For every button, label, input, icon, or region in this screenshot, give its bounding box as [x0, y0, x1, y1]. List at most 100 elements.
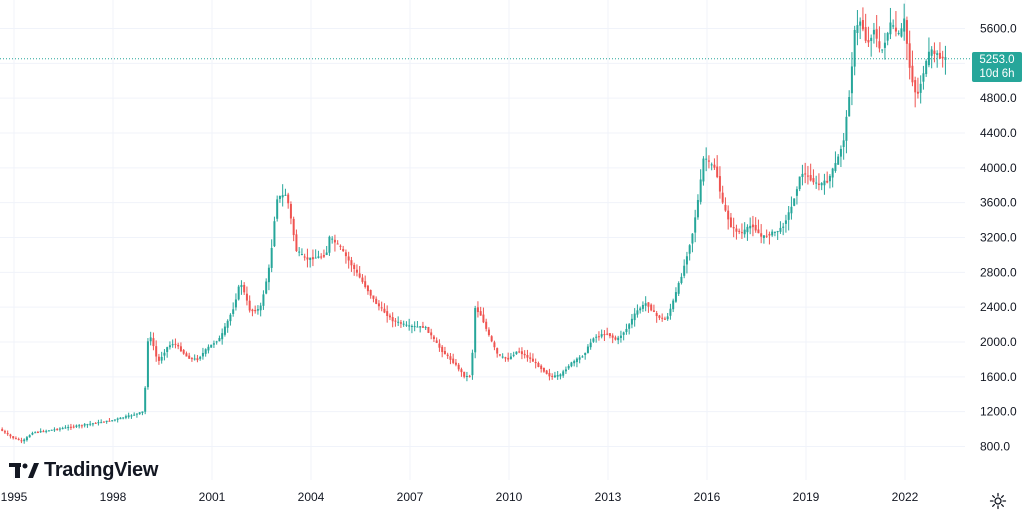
- candle-body: [724, 204, 727, 211]
- candle-body: [243, 284, 246, 293]
- candle-body: [372, 295, 375, 299]
- candle-body: [432, 336, 435, 340]
- candle-body: [531, 358, 534, 362]
- candle-body: [760, 233, 763, 237]
- candle-body: [193, 358, 196, 360]
- candle-body: [600, 334, 603, 337]
- candle-body: [787, 212, 790, 220]
- candle-body: [812, 178, 815, 183]
- candle-body: [124, 416, 127, 418]
- candle-body: [633, 313, 636, 321]
- candle-body: [518, 351, 521, 353]
- tradingview-logo-icon: [8, 460, 40, 480]
- candle-body: [278, 196, 281, 199]
- candle-body: [743, 229, 746, 235]
- candle-body: [232, 309, 235, 314]
- candle-body: [325, 252, 328, 255]
- candle-body: [133, 414, 136, 416]
- candle-body: [361, 277, 364, 282]
- candle-body: [856, 25, 859, 33]
- candle-body: [100, 422, 103, 424]
- candle-body: [809, 175, 812, 181]
- candle-body: [452, 358, 455, 363]
- y-tick-label: 1200.0: [980, 405, 1017, 419]
- x-axis: 1995 1998 2001 2004 2007 2010 2013 2016 2019 2022: [1, 490, 919, 504]
- candle-body: [570, 362, 573, 367]
- candle-body: [674, 292, 677, 302]
- candle-body: [223, 326, 226, 335]
- candle-body: [295, 234, 298, 252]
- candle-body: [438, 343, 441, 348]
- candle-body: [919, 83, 922, 93]
- candle-body: [58, 428, 61, 430]
- candle-body: [336, 243, 339, 245]
- candle-body: [471, 352, 474, 376]
- candle-body: [729, 217, 732, 228]
- candle-body: [259, 305, 262, 311]
- candle-body: [498, 354, 501, 356]
- candle-body: [201, 352, 204, 357]
- candle-body: [826, 180, 829, 183]
- candle-body: [207, 346, 210, 351]
- candle-body: [212, 343, 215, 345]
- candle-body: [845, 116, 848, 141]
- candle-body: [168, 345, 171, 348]
- candle-body: [267, 267, 270, 283]
- y-axis: 800.0 1200.0 1600.0 2000.0 2400.0 2800.0 3200.…: [980, 22, 1017, 454]
- candle-body: [449, 356, 452, 360]
- candle-body: [377, 303, 380, 307]
- candle-body: [804, 173, 807, 175]
- candle-body: [229, 314, 232, 322]
- candle-body: [685, 256, 688, 265]
- candle-body: [779, 227, 782, 232]
- candle-body: [9, 434, 12, 437]
- candle-body: [226, 320, 229, 328]
- candle-body: [6, 433, 9, 435]
- candle-body: [149, 337, 152, 342]
- candle-body: [864, 27, 867, 41]
- candle-body: [542, 367, 545, 372]
- candle-body: [584, 352, 587, 355]
- candle-body: [485, 321, 488, 329]
- y-tick-label: 3600.0: [980, 196, 1017, 210]
- candle-body: [47, 430, 50, 432]
- candles: [1, 3, 947, 444]
- tradingview-brand[interactable]: TradingView: [8, 458, 158, 482]
- grid: [0, 0, 965, 480]
- candle-body: [331, 238, 334, 240]
- candle-body: [328, 236, 331, 253]
- candle-body: [927, 51, 930, 66]
- x-tick-label: 2022: [892, 490, 919, 504]
- candle-body: [122, 417, 125, 419]
- candle-body: [408, 325, 411, 327]
- candle-body: [298, 251, 301, 253]
- candle-body: [196, 358, 199, 361]
- candle-body: [347, 256, 350, 261]
- candle-body: [746, 226, 749, 233]
- candle-body: [94, 422, 97, 424]
- candle-body: [707, 160, 710, 162]
- candle-body: [641, 304, 644, 309]
- candle-body: [773, 231, 776, 233]
- x-tick-label: 1998: [100, 490, 127, 504]
- x-tick-label: 2007: [397, 490, 424, 504]
- candle-body: [262, 294, 265, 306]
- candle-body: [644, 303, 647, 306]
- candle-body: [476, 307, 479, 313]
- candle-body: [317, 256, 320, 258]
- candle-body: [89, 423, 92, 425]
- candle-body: [399, 322, 402, 324]
- candle-body: [130, 415, 133, 417]
- candle-body: [721, 192, 724, 203]
- gear-icon[interactable]: [989, 492, 1007, 510]
- candle-body: [795, 189, 798, 196]
- candle-body: [705, 158, 708, 160]
- candle-body: [105, 420, 108, 423]
- candle-body: [163, 352, 166, 356]
- candle-body: [529, 357, 532, 359]
- candle-body: [430, 332, 433, 336]
- candle-body: [883, 42, 886, 48]
- candle-body: [17, 438, 20, 440]
- candle-body: [281, 195, 284, 198]
